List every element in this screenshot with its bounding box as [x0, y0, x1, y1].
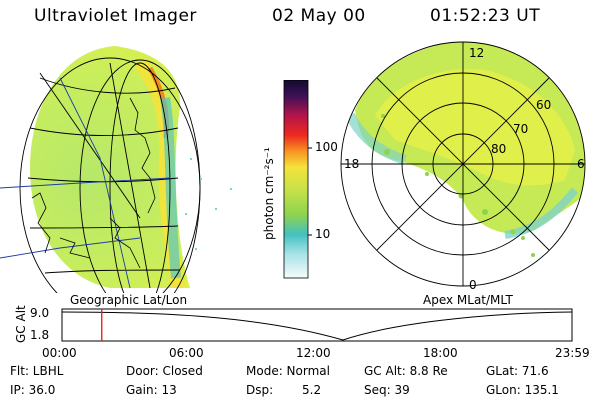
colorbar-label: photon cm⁻²s⁻¹ [262, 147, 276, 240]
mlt-label-12: 12 [469, 46, 485, 60]
timeline-ytick-1-8: 1.8 [30, 328, 50, 342]
door-info: Door: Closed [126, 364, 203, 378]
mlat-label-70: 70 [513, 122, 529, 136]
glat-info: GLat: 71.6 [486, 364, 549, 378]
instrument-title: Ultraviolet Imager [34, 6, 197, 26]
dsp-info-value: 5.2 [302, 383, 322, 397]
sequence-info: Seq: 39 [364, 383, 410, 397]
gain-info: Gain: 13 [126, 383, 177, 397]
colorbar-tick-10: 10 [315, 227, 331, 241]
mlt-label-18: 18 [344, 157, 360, 171]
geographic-globe-image [0, 46, 232, 293]
altitude-timeline [61, 308, 573, 342]
timeline-ylabel: GC Alt [14, 305, 28, 343]
dsp-info-label: Dsp: [246, 383, 274, 397]
mode-info: Mode: Normal [246, 364, 330, 378]
timeline-ytick-9: 9.0 [30, 306, 50, 320]
polar-plot [340, 41, 586, 287]
polar-grid [340, 41, 586, 287]
filter-info: Flt: LBHL [10, 364, 64, 378]
time-label: 01:52:23 UT [430, 6, 541, 26]
colorbar-tick-100: 100 [315, 140, 338, 154]
gc-alt-info: GC Alt: 8.8 Re [364, 364, 448, 378]
color-bar [283, 80, 312, 279]
timeline-xtick-1800: 18:00 [423, 346, 458, 360]
timeline-xtick-0600: 06:00 [169, 346, 204, 360]
apex-label: Apex MLat/MLT [423, 293, 513, 307]
mlt-label-6: 6 [577, 157, 585, 171]
date-label: 02 May 00 [272, 6, 366, 26]
ip-info: IP: 36.0 [10, 383, 56, 397]
mlat-label-80: 80 [491, 142, 507, 156]
geographic-label: Geographic Lat/Lon [70, 293, 188, 307]
timeline-xtick-0000: 00:00 [42, 346, 77, 360]
coastlines [31, 97, 156, 269]
timeline-xtick-2359: 23:59 [555, 346, 590, 360]
mlt-label-0: 0 [469, 278, 477, 292]
mlat-label-60: 60 [536, 98, 552, 112]
timeline-xtick-1200: 12:00 [296, 346, 331, 360]
glon-info: GLon: 135.1 [486, 383, 559, 397]
